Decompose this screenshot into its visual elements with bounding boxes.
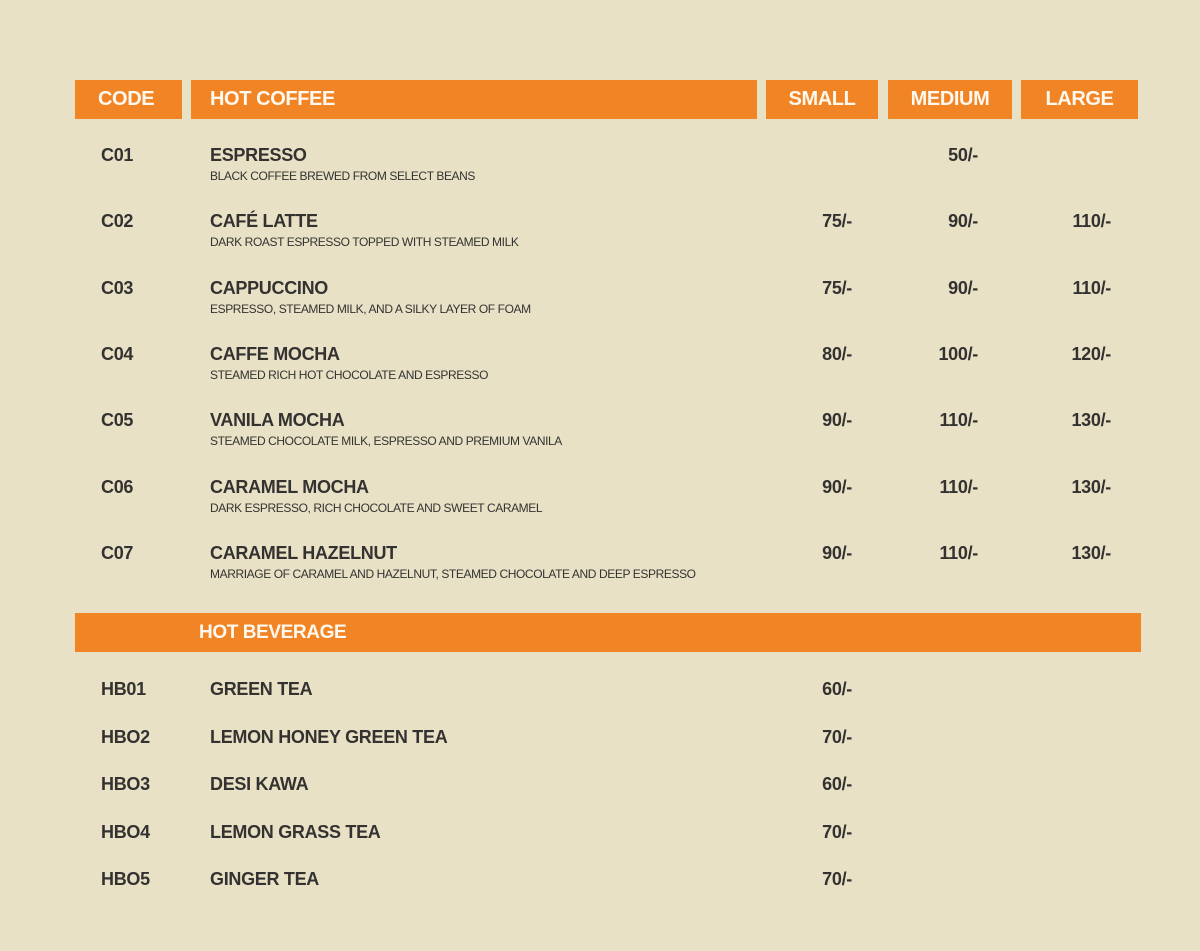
price-small: 75/- [822, 211, 852, 232]
item-code: C04 [101, 343, 134, 364]
price-small: 70/- [822, 726, 852, 747]
item-name: CAFÉ LATTE [210, 211, 318, 232]
price-medium: 110/- [939, 542, 978, 563]
item-description: ESPRESSO, STEAMED MILK, AND A SILKY LAYE… [210, 301, 531, 316]
item-name: CAPPUCCINO [210, 277, 329, 298]
item-code: C02 [101, 211, 134, 232]
header-code: CODE [75, 80, 182, 119]
price-large: 130/- [1071, 542, 1111, 563]
price-small: 90/- [822, 542, 852, 563]
item-description: STEAMED CHOCOLATE MILK, ESPRESSO AND PRE… [210, 434, 562, 449]
item-name: CARAMEL MOCHA [210, 476, 369, 497]
price-medium: 110/- [939, 476, 978, 497]
header-small: SMALL [766, 80, 878, 119]
item-name: LEMON GRASS TEA [210, 821, 381, 842]
item-code: C05 [101, 410, 134, 431]
price-small: 75/- [822, 277, 852, 298]
item-name: VANILA MOCHA [210, 410, 345, 431]
item-code: HBO3 [101, 774, 150, 794]
section-header-hot-beverage: HOT BEVERAGE [75, 613, 1141, 652]
item-code: C03 [101, 277, 134, 298]
item-description: BLACK COFFEE BREWED FROM SELECT BEANS [210, 169, 476, 183]
item-code: HBO4 [101, 821, 150, 842]
header-section-hot-coffee: HOT COFFEE [191, 80, 757, 119]
item-description: DARK ROAST ESPRESSO TOPPED WITH STEAMED … [210, 235, 519, 250]
item-name: GREEN TEA [210, 679, 313, 699]
item-name: CARAMEL HAZELNUT [210, 542, 397, 563]
price-small: 70/- [822, 821, 852, 842]
item-code: C06 [101, 476, 134, 497]
item-code: C01 [101, 145, 134, 165]
item-description: MARRIAGE OF CARAMEL AND HAZELNUT, STEAME… [210, 566, 696, 581]
price-small: 90/- [822, 410, 852, 431]
price-large: 120/- [1071, 343, 1111, 364]
price-small: 80/- [822, 343, 852, 364]
item-name: DESI KAWA [210, 774, 309, 794]
header-large: LARGE [1021, 80, 1138, 119]
price-medium: 90/- [948, 211, 978, 232]
price-small: 70/- [822, 869, 852, 889]
item-description: STEAMED RICH HOT CHOCOLATE AND ESPRESSO [210, 367, 489, 382]
header-medium: MEDIUM [888, 80, 1012, 119]
item-name: CAFFE MOCHA [210, 343, 340, 364]
price-large: 130/- [1071, 410, 1111, 431]
price-medium: 110/- [939, 410, 978, 431]
price-medium: 90/- [948, 277, 978, 298]
item-code: HBO2 [101, 726, 150, 747]
item-code: C07 [101, 542, 134, 563]
item-description: DARK ESPRESSO, RICH CHOCOLATE AND SWEET … [210, 500, 543, 515]
price-large: 130/- [1071, 476, 1111, 497]
item-name: GINGER TEA [210, 869, 320, 889]
item-name: ESPRESSO [210, 145, 307, 165]
price-large: 110/- [1072, 277, 1111, 298]
item-code: HBO5 [101, 869, 150, 889]
price-medium: 100/- [938, 343, 978, 364]
price-small: 60/- [822, 679, 852, 699]
price-medium: 50/- [948, 145, 978, 165]
price-small: 60/- [822, 774, 852, 794]
item-code: HB01 [101, 679, 146, 699]
price-large: 110/- [1072, 211, 1111, 232]
item-name: LEMON HONEY GREEN TEA [210, 726, 448, 747]
price-small: 90/- [822, 476, 852, 497]
